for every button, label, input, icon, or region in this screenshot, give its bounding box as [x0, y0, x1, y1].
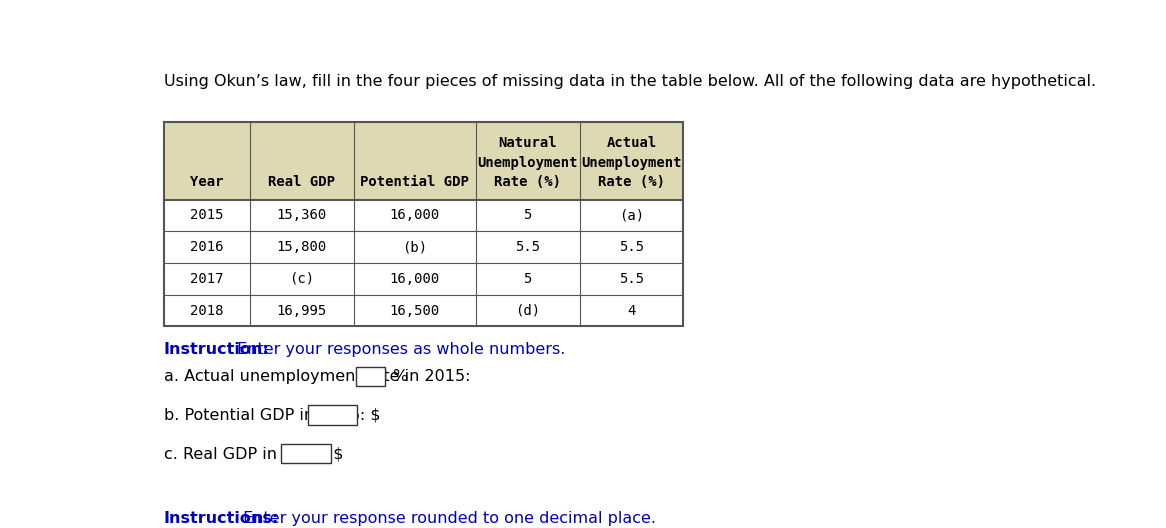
Text: Enter your response rounded to one decimal place.: Enter your response rounded to one decim… — [238, 511, 655, 525]
Bar — [281, 444, 331, 464]
Bar — [308, 406, 358, 425]
Text: Unemployment: Unemployment — [477, 156, 578, 170]
Text: Enter your responses as whole numbers.: Enter your responses as whole numbers. — [232, 342, 566, 357]
Bar — [163, 263, 683, 295]
Text: 2015: 2015 — [190, 209, 224, 222]
Text: a. Actual unemployment rate in 2015:: a. Actual unemployment rate in 2015: — [163, 369, 470, 384]
Text: 2018: 2018 — [190, 304, 224, 317]
Text: b. Potential GDP in 2016: $: b. Potential GDP in 2016: $ — [163, 408, 380, 422]
Bar — [163, 122, 683, 326]
Text: (a): (a) — [619, 209, 644, 222]
Text: 4: 4 — [627, 304, 635, 317]
Text: Year: Year — [190, 175, 224, 190]
Bar — [163, 200, 683, 231]
Bar — [163, 295, 683, 326]
Text: Natural: Natural — [498, 136, 557, 150]
Text: 5.5: 5.5 — [619, 272, 644, 286]
Text: 16,000: 16,000 — [389, 272, 440, 286]
Text: Rate (%): Rate (%) — [494, 175, 561, 190]
Text: Instruction:: Instruction: — [163, 342, 269, 357]
Bar — [163, 231, 683, 263]
Text: 15,360: 15,360 — [276, 209, 326, 222]
Text: Using Okun’s law, fill in the four pieces of missing data in the table below. Al: Using Okun’s law, fill in the four piece… — [163, 73, 1096, 89]
Text: Unemployment: Unemployment — [581, 156, 682, 170]
Text: Instructions:: Instructions: — [163, 511, 279, 525]
Text: 5: 5 — [524, 209, 532, 222]
Text: Potential GDP: Potential GDP — [360, 175, 469, 190]
Bar — [163, 122, 683, 200]
Text: 5.5: 5.5 — [619, 240, 644, 254]
Text: c. Real GDP in 2017: $: c. Real GDP in 2017: $ — [163, 446, 343, 461]
Text: 16,000: 16,000 — [389, 209, 440, 222]
Text: 5.5: 5.5 — [515, 240, 540, 254]
Text: 5: 5 — [524, 272, 532, 286]
Text: 2017: 2017 — [190, 272, 224, 286]
Text: Real GDP: Real GDP — [268, 175, 335, 190]
Text: 15,800: 15,800 — [276, 240, 326, 254]
Text: Actual: Actual — [606, 136, 656, 150]
Text: (d): (d) — [515, 304, 540, 317]
Text: (c): (c) — [289, 272, 314, 286]
Bar — [356, 366, 385, 386]
Text: 16,500: 16,500 — [389, 304, 440, 317]
Text: 2016: 2016 — [190, 240, 224, 254]
Text: 16,995: 16,995 — [276, 304, 326, 317]
Text: %: % — [392, 369, 407, 384]
Text: (b): (b) — [402, 240, 427, 254]
Text: Rate (%): Rate (%) — [598, 175, 665, 190]
